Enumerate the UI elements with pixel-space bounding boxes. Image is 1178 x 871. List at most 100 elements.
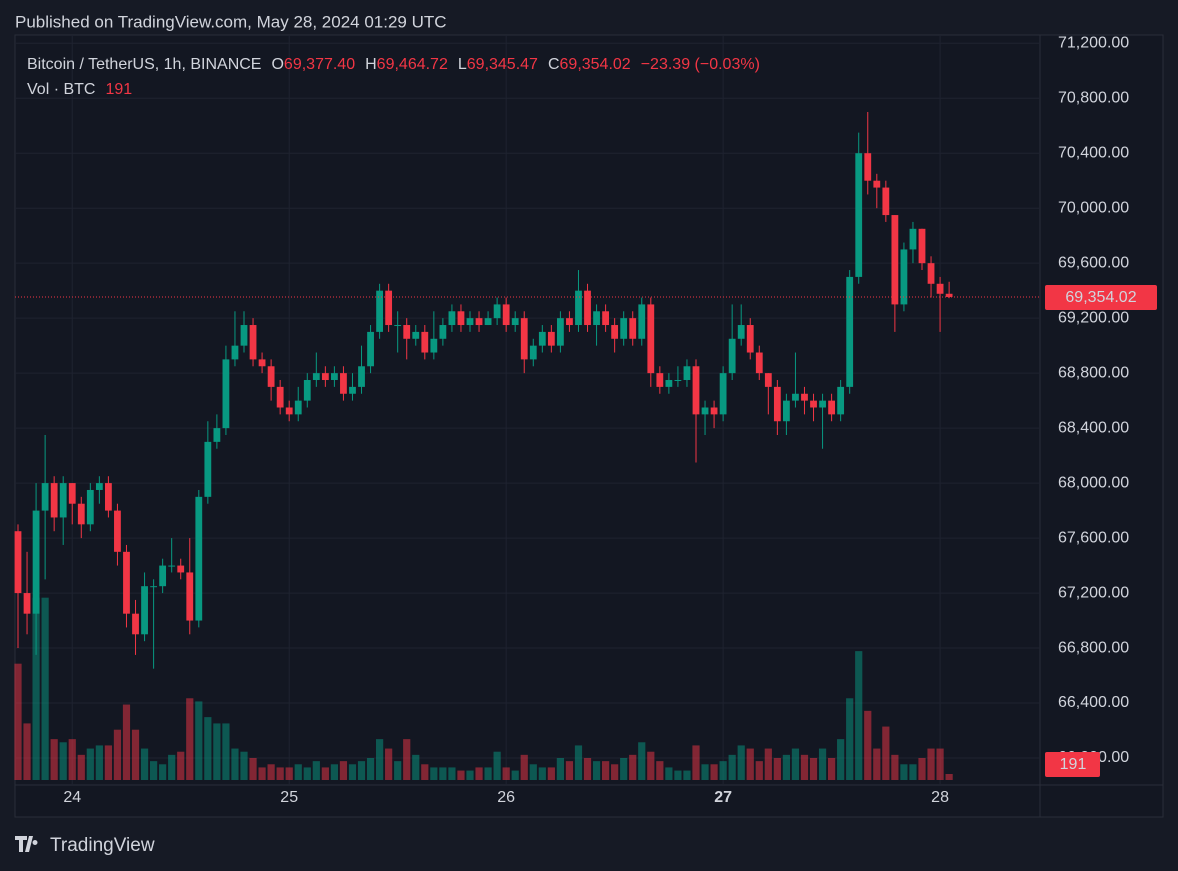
candle-body xyxy=(520,318,528,360)
volume-bar xyxy=(710,764,718,780)
y-tick-label: 71,200.00 xyxy=(1058,34,1129,51)
x-tick-label: 27 xyxy=(714,789,732,806)
candle-body xyxy=(620,318,628,339)
volume-bar xyxy=(665,767,673,780)
candle-body xyxy=(547,331,555,346)
candle-body xyxy=(358,366,365,387)
volume-bar xyxy=(140,748,149,780)
volume-bar xyxy=(484,767,492,780)
symbol: Bitcoin / TetherUS, 1h, BINANCE xyxy=(27,56,261,73)
candle-body xyxy=(267,366,275,387)
candle-body xyxy=(41,483,49,511)
volume-bar xyxy=(602,761,610,780)
candle-body xyxy=(855,153,863,277)
volume-bar xyxy=(50,739,58,780)
candle-body xyxy=(439,325,447,339)
candle-body xyxy=(638,304,646,339)
volume-bar xyxy=(448,767,456,780)
volume-bar xyxy=(258,767,266,780)
volume-bar xyxy=(366,757,375,780)
volume-bar xyxy=(701,764,709,780)
candle-body xyxy=(927,263,935,284)
volume-bar xyxy=(195,701,203,780)
y-tick-label: 66,400.00 xyxy=(1058,694,1129,711)
x-tick-label: 28 xyxy=(931,789,949,806)
volume-bar xyxy=(746,748,754,780)
volume-bar xyxy=(330,764,338,780)
volume-bar xyxy=(240,751,248,780)
candle-body xyxy=(23,593,31,614)
volume-bar xyxy=(755,761,763,780)
volume-bar xyxy=(231,748,239,780)
volume-bar xyxy=(104,745,112,780)
volume-bar xyxy=(647,751,655,780)
volume-bar xyxy=(204,717,212,780)
volume-bar xyxy=(945,773,953,780)
candle-body xyxy=(629,318,637,339)
candle-body xyxy=(710,407,718,415)
candle-body xyxy=(385,290,393,326)
candle-body xyxy=(222,359,230,429)
volume-bar xyxy=(439,767,447,780)
candle-body xyxy=(159,565,167,587)
last-price-box xyxy=(1045,284,1157,310)
candle-body xyxy=(240,325,248,346)
volume-bar xyxy=(936,748,944,780)
candle-body xyxy=(394,325,402,327)
volume-bar xyxy=(394,761,402,780)
volume-bar xyxy=(312,761,320,780)
candle-body xyxy=(882,187,890,216)
volume-bar xyxy=(791,748,800,780)
candle-body xyxy=(331,373,338,381)
y-tick-label: 66,800.00 xyxy=(1058,639,1129,656)
candle-body xyxy=(511,318,519,326)
candle-body xyxy=(86,489,94,525)
candle-body xyxy=(249,325,257,360)
brand-logo xyxy=(15,836,38,852)
candle-body xyxy=(602,311,609,326)
candle-body xyxy=(828,400,835,415)
volume-layer xyxy=(14,597,953,780)
x-tick-label: 25 xyxy=(280,789,298,806)
volume-bar xyxy=(818,748,827,780)
volume-bar xyxy=(737,745,745,780)
candle-body xyxy=(764,373,772,387)
l-key: L xyxy=(458,56,467,73)
volume-bar xyxy=(86,748,94,780)
candle-body xyxy=(755,352,763,374)
vol-value: 191 xyxy=(105,81,132,98)
candle-body xyxy=(529,345,537,360)
volume-bar xyxy=(547,767,555,780)
volume-bar xyxy=(357,761,366,780)
candle-body xyxy=(611,325,619,339)
candle-body xyxy=(593,311,600,326)
published: Published on TradingView.com, May 28, 20… xyxy=(15,12,447,31)
candle-body xyxy=(801,393,808,401)
candle-body xyxy=(457,311,465,326)
volume-bar xyxy=(285,767,293,780)
volume-bar xyxy=(421,764,429,780)
candle-body xyxy=(945,293,953,297)
volume-bar xyxy=(249,757,257,780)
candle-body xyxy=(186,572,194,621)
candle-body xyxy=(312,373,320,381)
candle-body xyxy=(900,249,908,305)
candle-body xyxy=(294,400,302,415)
volume-bar xyxy=(809,757,818,780)
candle-body xyxy=(59,483,67,518)
volume-bar xyxy=(177,751,185,780)
volume-bar xyxy=(782,754,790,780)
y-tick-label: 67,600.00 xyxy=(1058,529,1129,546)
volume-bar xyxy=(900,764,908,780)
volume-bar xyxy=(14,663,22,780)
candle-body xyxy=(123,551,130,614)
candle-body xyxy=(340,373,347,394)
volume-bar xyxy=(556,757,564,780)
volume-bar xyxy=(520,754,528,780)
candle-body xyxy=(665,380,673,387)
y-tick-label: 67,200.00 xyxy=(1058,584,1129,601)
volume-bar xyxy=(773,757,781,780)
candle-body xyxy=(177,565,185,573)
candle-layer xyxy=(14,111,953,669)
